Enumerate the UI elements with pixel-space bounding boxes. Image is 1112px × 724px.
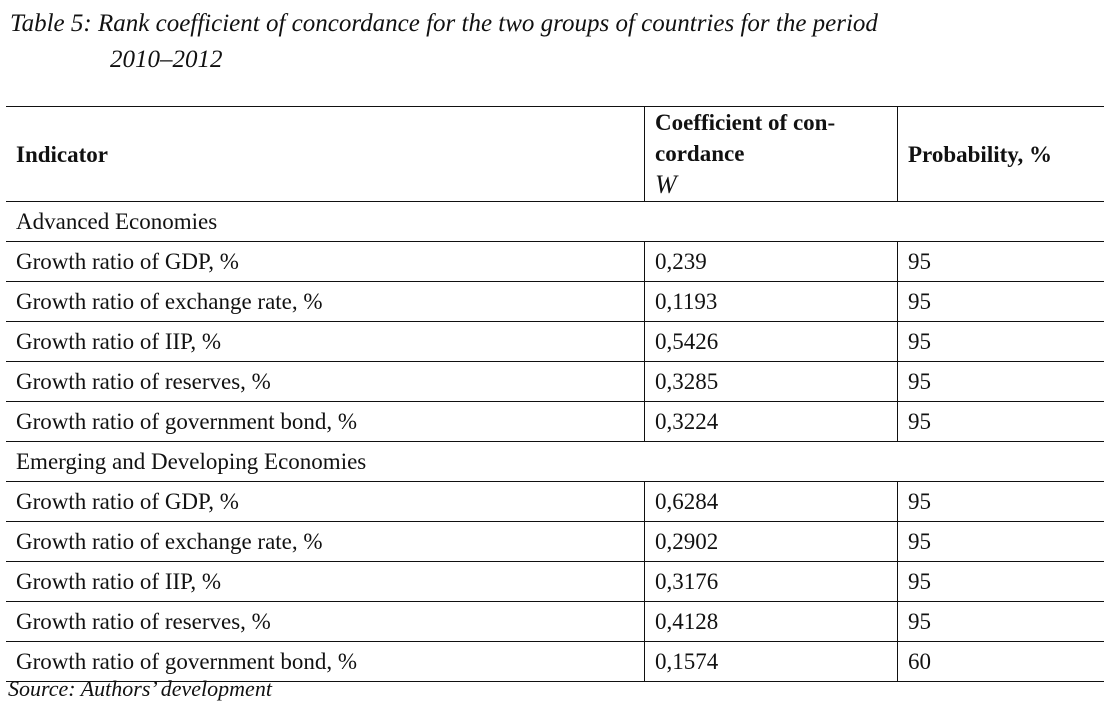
probability-cell: 95	[897, 601, 1104, 642]
table-row: Growth ratio of exchange rate, % 0,1193 …	[6, 281, 1104, 322]
coefficient-cell: 0,6284	[644, 481, 898, 522]
coefficient-cell: 0,3176	[644, 561, 898, 602]
coefficient-cell: 0,3285	[644, 361, 898, 402]
table-row: Growth ratio of government bond, % 0,322…	[6, 401, 1104, 442]
indicator-cell: Growth ratio of IIP, %	[6, 561, 645, 602]
caption-line-2: 2010–2012	[110, 46, 223, 73]
probability-cell: 95	[897, 361, 1104, 402]
table-caption: Table 5: Rank coefficient of concordance…	[10, 6, 878, 78]
probability-cell: 95	[897, 521, 1104, 562]
table-row: Growth ratio of government bond, % 0,157…	[6, 641, 1104, 682]
probability-cell: 95	[897, 401, 1104, 442]
probability-cell: 95	[897, 561, 1104, 602]
indicator-cell: Growth ratio of exchange rate, %	[6, 521, 645, 562]
coefficient-cell: 0,239	[644, 241, 898, 282]
table-row: Growth ratio of reserves, % 0,3285 95	[6, 361, 1104, 402]
group-row: Emerging and Developing Economies	[6, 441, 1104, 482]
indicator-cell: Growth ratio of government bond, %	[6, 401, 645, 442]
table-row: Growth ratio of GDP, % 0,6284 95	[6, 481, 1104, 522]
header-coefficient-symbol: W	[655, 170, 677, 199]
indicator-cell: Growth ratio of GDP, %	[6, 241, 645, 282]
indicator-cell: Growth ratio of GDP, %	[6, 481, 645, 522]
indicator-cell: Growth ratio of government bond, %	[6, 641, 645, 682]
coefficient-cell: 0,1574	[644, 641, 898, 682]
probability-cell: 95	[897, 281, 1104, 322]
table-row: Growth ratio of exchange rate, % 0,2902 …	[6, 521, 1104, 562]
probability-cell: 95	[897, 321, 1104, 362]
indicator-cell: Growth ratio of reserves, %	[6, 601, 645, 642]
caption-line-1: Table 5: Rank coefficient of concordance…	[10, 10, 878, 37]
probability-cell: 95	[897, 241, 1104, 282]
table-row: Growth ratio of reserves, % 0,4128 95	[6, 601, 1104, 642]
table-row: Growth ratio of IIP, % 0,3176 95	[6, 561, 1104, 602]
group-name: Emerging and Developing Economies	[6, 441, 1104, 482]
table-row: Growth ratio of IIP, % 0,5426 95	[6, 321, 1104, 362]
header-indicator: Indicator	[6, 106, 645, 202]
probability-cell: 60	[897, 641, 1104, 682]
table-source: Source: Authors’ development	[8, 676, 272, 701]
header-coefficient: Coefficient of con-cordance W	[644, 106, 898, 202]
header-coefficient-label: Coefficient of con-cordance	[655, 110, 836, 166]
header-probability: Probability, %	[897, 106, 1104, 202]
group-row: Advanced Economies	[6, 201, 1104, 242]
indicator-cell: Growth ratio of reserves, %	[6, 361, 645, 402]
coefficient-cell: 0,4128	[644, 601, 898, 642]
coefficient-cell: 0,5426	[644, 321, 898, 362]
coefficient-cell: 0,3224	[644, 401, 898, 442]
indicator-cell: Growth ratio of exchange rate, %	[6, 281, 645, 322]
concordance-table: Indicator Coefficient of con-cordance W …	[6, 106, 1104, 682]
header-row: Indicator Coefficient of con-cordance W …	[6, 106, 1104, 202]
probability-cell: 95	[897, 481, 1104, 522]
indicator-cell: Growth ratio of IIP, %	[6, 321, 645, 362]
coefficient-cell: 0,1193	[644, 281, 898, 322]
table-row: Growth ratio of GDP, % 0,239 95	[6, 241, 1104, 282]
group-name: Advanced Economies	[6, 201, 1104, 242]
coefficient-cell: 0,2902	[644, 521, 898, 562]
